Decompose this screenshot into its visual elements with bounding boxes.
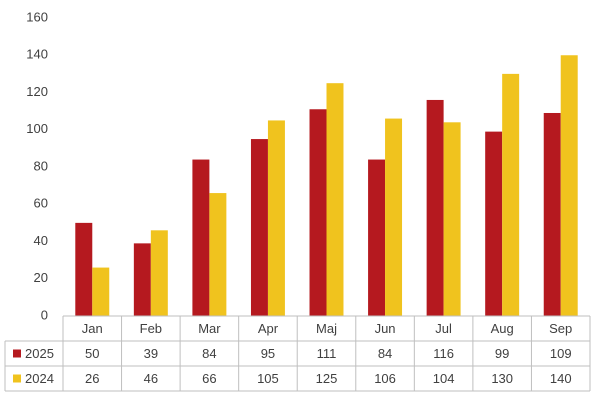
bar [192, 159, 210, 316]
table-value: 95 [261, 346, 275, 361]
bar [250, 139, 268, 316]
x-tick-label: Jan [82, 321, 103, 336]
table-value: 130 [491, 371, 513, 386]
y-tick-label: 0 [41, 307, 48, 322]
x-tick-label: Jul [435, 321, 452, 336]
y-tick-label: 100 [26, 121, 48, 136]
bar [368, 159, 386, 316]
bar [560, 55, 578, 316]
bar [309, 109, 327, 316]
y-tick-label: 20 [34, 270, 48, 285]
table-value: 104 [433, 371, 455, 386]
table-value: 105 [257, 371, 279, 386]
table-value: 125 [316, 371, 338, 386]
x-tick-label: Sep [549, 321, 572, 336]
bar [209, 193, 227, 316]
legend-label: 2024 [25, 371, 54, 386]
y-tick-label: 140 [26, 47, 48, 62]
bar [133, 243, 151, 316]
bar [543, 112, 561, 316]
bar [326, 83, 344, 316]
table-value: 99 [495, 346, 509, 361]
y-tick-label: 120 [26, 84, 48, 99]
x-tick-label: Jun [375, 321, 396, 336]
table-value: 111 [317, 346, 337, 361]
bar [443, 122, 461, 316]
y-tick-label: 60 [34, 196, 48, 211]
legend-key [13, 349, 21, 358]
y-tick-label: 80 [34, 158, 48, 173]
x-tick-label: Apr [258, 321, 279, 336]
table-value: 140 [550, 371, 572, 386]
x-tick-label: Mar [198, 321, 221, 336]
bar [385, 118, 403, 316]
table-value: 109 [550, 346, 572, 361]
bar [502, 73, 520, 316]
table-value: 50 [85, 346, 99, 361]
table-value: 39 [144, 346, 158, 361]
table-value: 84 [378, 346, 392, 361]
bar [267, 120, 285, 316]
y-tick-label: 160 [26, 9, 48, 24]
table-value: 26 [85, 371, 99, 386]
table-value: 66 [202, 371, 216, 386]
bar [485, 131, 503, 316]
table-value: 116 [433, 346, 454, 361]
bar [150, 230, 168, 316]
table-value: 46 [144, 371, 158, 386]
legend-label: 2025 [25, 346, 54, 361]
legend-key [13, 374, 21, 383]
x-tick-label: Maj [316, 321, 337, 336]
table-value: 106 [374, 371, 396, 386]
bar [92, 267, 110, 316]
bar [426, 99, 444, 316]
bar [75, 222, 93, 316]
x-tick-label: Feb [140, 321, 162, 336]
y-tick-label: 40 [34, 233, 48, 248]
table-value: 84 [202, 346, 216, 361]
x-tick-label: Aug [491, 321, 514, 336]
